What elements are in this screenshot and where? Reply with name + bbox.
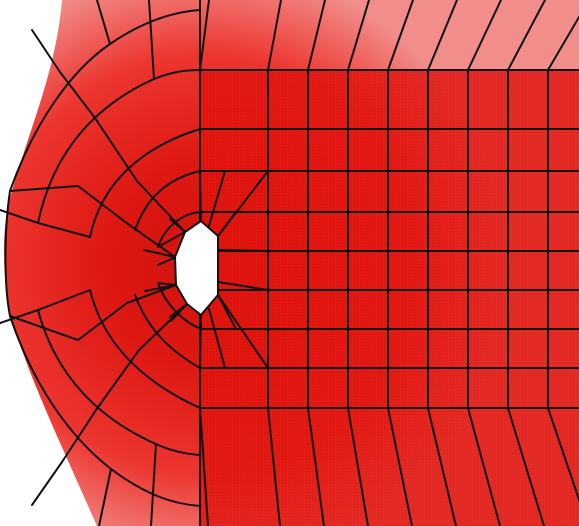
bottom-slanted-edge xyxy=(427,407,457,526)
near-body-arc xyxy=(134,294,201,369)
top-slanted-edge xyxy=(507,0,546,71)
near-body-block-edge xyxy=(217,281,269,291)
near-body-block-edge xyxy=(217,249,269,252)
top-slanted-edge xyxy=(427,0,458,71)
bottom-slanted-edge xyxy=(347,407,369,526)
bottom-slanted-edge xyxy=(467,407,501,526)
outer-radial-edge xyxy=(148,0,155,80)
top-slanted-edge xyxy=(387,0,414,71)
near-body-block-edge xyxy=(208,308,269,369)
outer-radial-edge xyxy=(37,222,91,238)
obstacle-hexagon xyxy=(173,219,219,317)
top-slanted-edge xyxy=(467,0,502,71)
outer-radial-edge xyxy=(150,443,157,526)
outer-radial-edge xyxy=(0,309,39,324)
outer-radial-edge xyxy=(98,468,112,526)
outer-radial-edge xyxy=(31,461,63,506)
near-body-block-edge xyxy=(217,294,269,330)
middle-c-arc xyxy=(37,309,201,456)
near-body-block-edge xyxy=(208,170,269,227)
near-body-fan-edge xyxy=(157,231,186,248)
top-slanted-edge xyxy=(347,0,370,71)
near-body-block-edge xyxy=(217,170,269,237)
top-slanted-edge xyxy=(547,15,579,71)
middle-c-arc xyxy=(37,69,201,224)
bottom-slanted-edge xyxy=(307,407,325,526)
radial-block-edge xyxy=(61,303,188,463)
near-body-fan-edge xyxy=(157,256,177,266)
outer-radial-edge xyxy=(96,0,111,45)
near-body-fan-edge xyxy=(169,303,188,318)
left-boundary xyxy=(4,190,11,317)
outer-radial-edge xyxy=(0,209,39,224)
bottom-slanted-edge xyxy=(267,407,281,526)
outer-radial-edge xyxy=(37,289,91,311)
top-slanted-edge xyxy=(267,0,282,71)
inner-c-arc xyxy=(89,289,201,409)
radial-block-edge xyxy=(59,71,186,233)
near-body-block-edge xyxy=(217,294,269,369)
outer-radial-edge xyxy=(31,29,61,73)
radial-block-edge xyxy=(199,314,202,456)
top-slanted-edge xyxy=(199,0,210,71)
rectangular-wake-grid xyxy=(200,70,579,526)
top-slanted-edge xyxy=(307,0,326,71)
bottom-slanted-edge xyxy=(387,407,413,526)
near-body-fan-edge xyxy=(143,249,176,258)
bottom-slanted-edge xyxy=(507,407,545,526)
radial-block-edge xyxy=(199,69,202,222)
radial-block-edge xyxy=(9,185,176,258)
near-body-arc xyxy=(134,170,201,231)
outer-c-arc xyxy=(9,315,201,507)
radial-block-edge xyxy=(9,284,177,341)
outer-c-arc xyxy=(9,9,201,192)
bottom-slanted-edge xyxy=(199,407,209,526)
inner-c-arc xyxy=(89,128,201,238)
bottom-slanted-edge xyxy=(547,407,579,503)
near-body-fan-edge xyxy=(169,218,186,233)
near-body-fan-edge xyxy=(144,284,177,292)
